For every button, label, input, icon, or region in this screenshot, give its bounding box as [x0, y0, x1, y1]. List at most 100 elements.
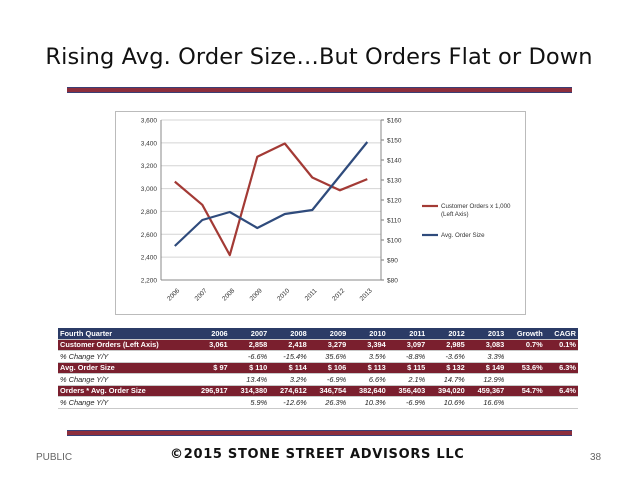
table-cell: -15.4%	[269, 350, 309, 363]
table-cell: 3,061	[190, 339, 230, 351]
table-cell: 0.7%	[506, 339, 545, 351]
left-axis-tick-label: 3,600	[141, 118, 158, 125]
table-cell: $ 97	[190, 362, 230, 374]
footer-classification: PUBLIC	[36, 452, 73, 463]
table-cell: 3.5%	[348, 350, 388, 363]
left-axis-tick-label: 3,200	[141, 163, 158, 170]
table-row: Orders * Avg. Order Size 296,917 314,380 27…	[58, 385, 578, 397]
table-cell: 5.9%	[229, 396, 270, 409]
table-row: % Change Y/Y 13.4% 3.2% -6.9% 6.6% 2.1% 14.7% 1…	[58, 373, 578, 386]
table-cell: 3.3%	[466, 350, 507, 363]
right-axis-tick-label: $160	[387, 118, 402, 125]
table-cell: $ 114	[269, 362, 309, 374]
table-cell: 53.6%	[506, 362, 545, 374]
x-axis-tick-label: 2006	[166, 287, 181, 302]
table-row: Customer Orders (Left Axis) 3,061 2,858 2,4…	[58, 339, 578, 351]
table-cell: 6.3%	[544, 362, 578, 374]
table-cell: 13.4%	[229, 373, 270, 386]
table-cell: 6.6%	[348, 373, 388, 386]
table-cell: $ 106	[308, 362, 349, 374]
table-cell: 10.3%	[348, 396, 388, 409]
table-cell: $ 132	[427, 362, 467, 374]
line-chart: 2,200 2,400 2,600 2,800 3,000 3,200 3,400 3,600…	[141, 118, 511, 303]
table-cell: 35.6%	[308, 350, 349, 363]
table-header-cell: 2006	[190, 328, 230, 340]
right-axis-tick-label: $80	[387, 278, 398, 285]
table-cell: $ 115	[387, 362, 428, 374]
table-cell: Customer Orders (Left Axis)	[58, 339, 191, 351]
table-cell: 10.6%	[427, 396, 467, 409]
data-table: Fourth Quarter 2006 2007 2008 2009 2010 2011 20…	[58, 328, 578, 409]
table-cell: 356,403	[387, 385, 428, 397]
table-header-cell: Growth	[506, 328, 545, 340]
table-cell: 346,754	[308, 385, 349, 397]
x-axis-tick-label: 2012	[331, 287, 346, 302]
footer-copyright: ©2015 STONE STREET ADVISORS LLC	[170, 447, 465, 462]
customer-orders-line	[174, 142, 368, 257]
right-axis-tick-label: $90	[387, 258, 398, 265]
left-axis-tick-label: 2,200	[141, 278, 158, 285]
table-cell: 296,917	[190, 385, 230, 397]
table-cell	[506, 396, 545, 409]
table-cell: 3.2%	[269, 373, 309, 386]
table-cell: $ 149	[466, 362, 507, 374]
x-axis-tick-label: 2009	[249, 287, 264, 302]
table-cell: 14.7%	[427, 373, 467, 386]
table-cell: $ 113	[348, 362, 388, 374]
table-header-row: Fourth Quarter 2006 2007 2008 2009 2010 2011 20…	[58, 328, 578, 340]
table-cell	[544, 396, 578, 409]
table-cell	[190, 373, 230, 386]
table-cell: 314,380	[229, 385, 270, 397]
table-cell	[190, 350, 230, 363]
table-cell: 3,097	[387, 339, 428, 351]
table-cell	[506, 373, 545, 386]
table-cell	[544, 373, 578, 386]
x-axis-tick-label: 2013	[359, 287, 374, 302]
table-header-cell: 2010	[348, 328, 388, 340]
x-axis-tick-label: 2007	[194, 287, 209, 302]
table-cell: -6.9%	[387, 396, 428, 409]
table-header-cell: 2007	[229, 328, 270, 340]
table-header-cell: 2011	[387, 328, 428, 340]
table-cell: % Change Y/Y	[58, 396, 191, 409]
left-axis-tick-label: 2,400	[141, 255, 158, 262]
table-cell: 3,394	[348, 339, 388, 351]
table-cell: -3.6%	[427, 350, 467, 363]
left-axis-tick-label: 3,400	[141, 140, 158, 147]
table-header-cell: 2009	[308, 328, 349, 340]
right-axis-tick-label: $100	[387, 238, 402, 245]
table-cell	[544, 350, 578, 363]
table-cell: 459,367	[466, 385, 507, 397]
table-cell: 2.1%	[387, 373, 428, 386]
table-cell: -12.6%	[269, 396, 309, 409]
table-cell: 2,985	[427, 339, 467, 351]
table-cell: 12.9%	[466, 373, 507, 386]
left-axis-tick-label: 2,800	[141, 209, 158, 216]
table-cell: 2,418	[269, 339, 309, 351]
table-cell: % Change Y/Y	[58, 373, 191, 386]
table-header-cell: CAGR	[544, 328, 578, 340]
title-divider-bar	[67, 87, 572, 93]
table-row: % Change Y/Y 5.9% -12.6% 26.3% 10.3% -6.9% 10.…	[58, 396, 578, 409]
table-header-cell: 2012	[427, 328, 467, 340]
table-cell: Orders * Avg. Order Size	[58, 385, 191, 397]
table-cell: 274,612	[269, 385, 309, 397]
left-axis-tick-label: 3,000	[141, 186, 158, 193]
table-header-cell: 2013	[466, 328, 507, 340]
table-cell: -6.6%	[229, 350, 270, 363]
table-header-cell: 2008	[269, 328, 309, 340]
slide-title: Rising Avg. Order Size…But Orders Flat o…	[45, 44, 593, 70]
table-cell: 2,858	[229, 339, 270, 351]
table-cell: -8.8%	[387, 350, 428, 363]
right-axis-tick-label: $120	[387, 198, 402, 205]
x-axis-tick-label: 2010	[276, 287, 291, 302]
legend-label-customer-orders: Customer Orders x 1,000 (Left Axis)	[441, 203, 511, 218]
table-cell: -6.9%	[308, 373, 349, 386]
right-axis-tick-label: $110	[387, 218, 401, 225]
x-axis-tick-label: 2008	[221, 287, 236, 302]
table-cell: 0.1%	[544, 339, 578, 351]
table-cell: $ 110	[229, 362, 270, 374]
table-cell: 382,640	[348, 385, 388, 397]
table-cell: 54.7%	[506, 385, 545, 397]
table-cell: % Change Y/Y	[58, 350, 191, 363]
